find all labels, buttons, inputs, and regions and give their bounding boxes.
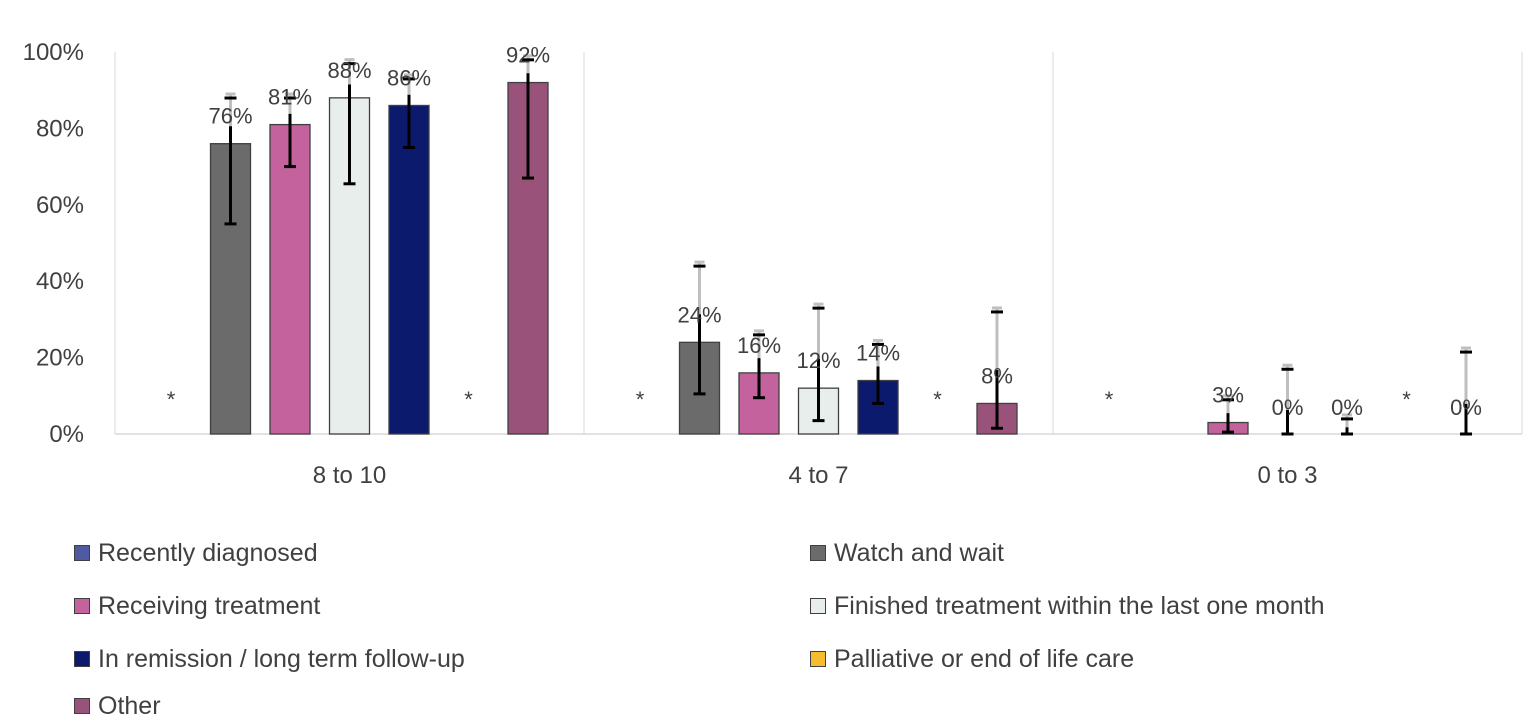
y-tick-label: 20%	[36, 345, 84, 372]
legend-swatch	[74, 651, 90, 667]
legend-label: In remission / long term follow-up	[98, 644, 465, 673]
legend-swatch	[74, 698, 90, 714]
data-label: 3%	[1212, 383, 1244, 408]
legend-label: Palliative or end of life care	[834, 644, 1135, 673]
y-tick-label: 80%	[36, 115, 84, 142]
data-label: 8%	[981, 363, 1013, 388]
suppressed-marker: *	[636, 387, 645, 412]
data-label: 81%	[268, 85, 312, 110]
legend-item-palliative: Palliative or end of life care	[810, 642, 1134, 676]
data-label: 0%	[1331, 395, 1363, 420]
y-tick-label: 60%	[36, 192, 84, 219]
legend-swatch	[810, 545, 826, 561]
y-tick-label: 40%	[36, 268, 84, 295]
legend-item-watch-and-wait: Watch and wait	[810, 536, 1004, 570]
legend-label: Watch and wait	[834, 538, 1004, 567]
y-tick-label: 100%	[23, 39, 84, 66]
legend-item-finished-treatment: Finished treatment within the last one m…	[810, 589, 1325, 623]
legend-swatch	[74, 545, 90, 561]
x-category-label: 8 to 10	[313, 462, 386, 489]
suppressed-marker: *	[1402, 387, 1411, 412]
legend-swatch	[74, 598, 90, 614]
legend-item-in-remission: In remission / long term follow-up	[74, 642, 465, 676]
bar	[388, 104, 430, 435]
legend-item-receiving-treatment: Receiving treatment	[74, 589, 320, 623]
x-category-label: 0 to 3	[1257, 462, 1317, 489]
data-label: 88%	[327, 58, 371, 83]
data-label: 92%	[506, 43, 550, 68]
suppressed-marker: *	[464, 387, 473, 412]
y-tick-label: 0%	[49, 421, 84, 448]
bar-chart: 0% 20% 40% 60% 80% 100% 8 to 10 4 to 7 0 to 3 * 76…	[23, 39, 1523, 489]
legend-label: Recently diagnosed	[98, 538, 318, 567]
data-label: 16%	[737, 333, 781, 358]
suppressed-marker: *	[1105, 387, 1114, 412]
legend-label: Other	[98, 691, 161, 720]
data-label: 86%	[387, 65, 431, 90]
data-label: 14%	[856, 341, 900, 366]
legend-label: Receiving treatment	[98, 591, 321, 620]
data-label: 12%	[796, 348, 840, 373]
suppressed-marker: *	[167, 387, 176, 412]
bar	[269, 123, 311, 435]
legend-swatch	[810, 651, 826, 667]
legend-item-recently-diagnosed: Recently diagnosed	[74, 536, 318, 570]
data-label: 24%	[677, 302, 721, 327]
data-label: 76%	[208, 104, 252, 129]
x-category-label: 4 to 7	[788, 462, 848, 489]
data-label: 0%	[1272, 395, 1304, 420]
suppressed-marker: *	[933, 387, 942, 412]
legend-swatch	[810, 598, 826, 614]
legend-label: Finished treatment within the last one m…	[834, 591, 1325, 620]
legend-item-other: Other	[74, 689, 161, 723]
data-label: 0%	[1450, 395, 1482, 420]
